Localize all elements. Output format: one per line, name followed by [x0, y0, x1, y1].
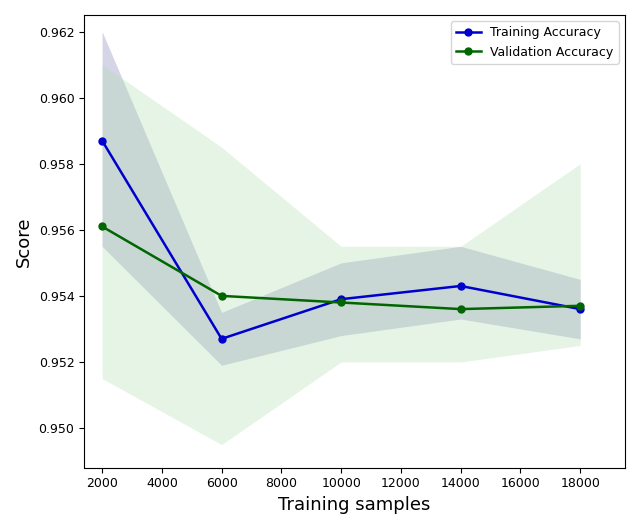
- Validation Accuracy: [457, 306, 465, 312]
- Legend: Training Accuracy, Validation Accuracy: Training Accuracy, Validation Accuracy: [451, 21, 619, 63]
- Validation Accuracy: [218, 293, 225, 299]
- Training Accuracy: [218, 336, 225, 342]
- Y-axis label: Score: Score: [15, 216, 33, 267]
- Training Accuracy: [337, 296, 345, 303]
- Training Accuracy: [99, 138, 106, 144]
- Training Accuracy: [577, 306, 584, 312]
- Validation Accuracy: [99, 223, 106, 230]
- Validation Accuracy: [577, 303, 584, 309]
- Training Accuracy: [457, 283, 465, 289]
- X-axis label: Training samples: Training samples: [278, 496, 431, 514]
- Line: Training Accuracy: Training Accuracy: [99, 137, 584, 342]
- Line: Validation Accuracy: Validation Accuracy: [99, 223, 584, 313]
- Validation Accuracy: [337, 299, 345, 306]
